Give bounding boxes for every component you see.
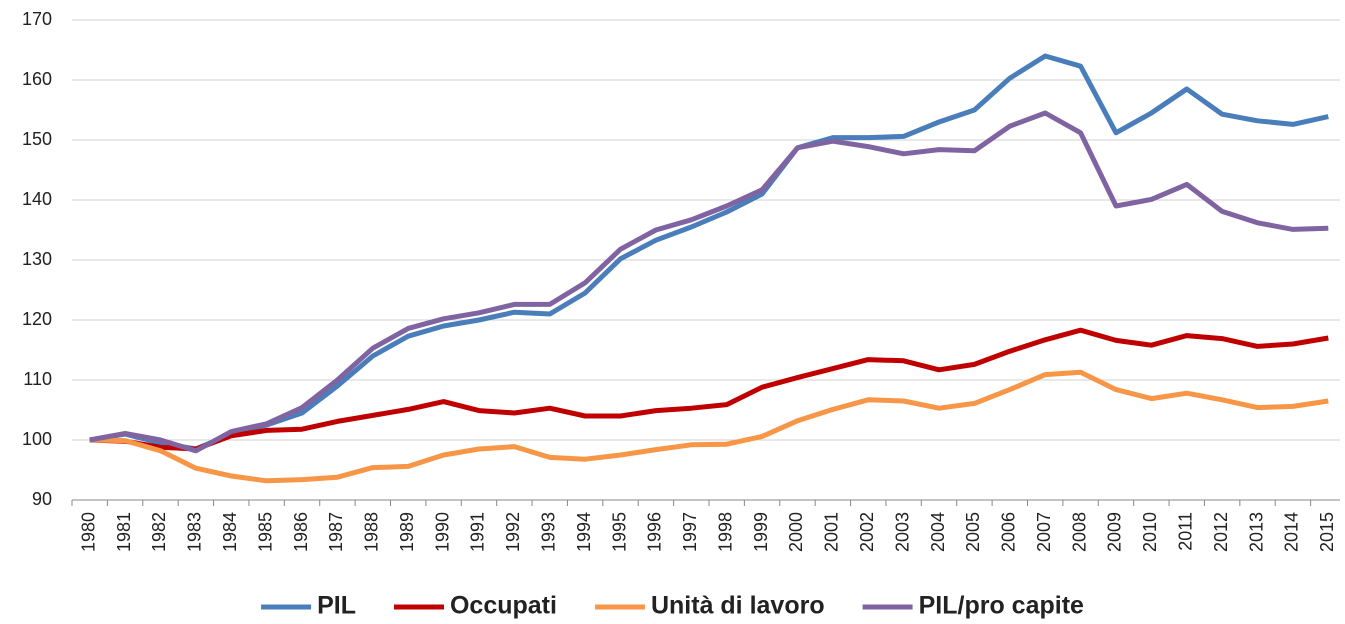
x-tick-label: 2015	[1317, 512, 1337, 552]
x-tick-label: 2002	[857, 512, 877, 552]
x-tick-label: 1985	[255, 512, 275, 552]
y-tick-label: 130	[22, 249, 52, 269]
series-line	[89, 327, 1329, 452]
x-tick-label: 1981	[114, 512, 134, 552]
y-tick-label: 100	[22, 429, 52, 449]
x-tick-label: 2005	[963, 512, 983, 552]
x-tick-label: 2008	[1069, 512, 1089, 552]
x-tick-label: 2003	[892, 512, 912, 552]
x-tick-label: 2011	[1176, 512, 1196, 551]
y-tick-label: 90	[32, 489, 52, 509]
x-tick-label: 1987	[326, 512, 346, 552]
x-tick-label: 1982	[149, 512, 169, 552]
x-tick-label: 1980	[78, 512, 98, 552]
x-tick-label: 2012	[1211, 512, 1231, 552]
x-tick-label: 2013	[1246, 512, 1266, 552]
x-tick-label: 2010	[1140, 512, 1160, 552]
legend-label: Occupati	[450, 592, 557, 620]
x-tick-label: 2014	[1282, 512, 1302, 552]
legend-label: PIL	[317, 592, 356, 620]
series-line	[89, 369, 1329, 484]
x-tick-label: 1986	[291, 512, 311, 552]
series-line	[89, 53, 1329, 452]
x-tick-label: 1993	[539, 512, 559, 552]
x-tick-label: 2007	[1034, 512, 1054, 552]
x-tick-label: 2009	[1105, 512, 1125, 552]
y-tick-label: 110	[23, 369, 52, 389]
y-tick-label: 140	[22, 189, 52, 209]
x-tick-label: 2006	[999, 512, 1019, 552]
legend-label: PIL/pro capite	[919, 592, 1084, 620]
x-tick-label: 1996	[645, 512, 665, 552]
x-tick-label: 1989	[397, 512, 417, 552]
y-tick-label: 170	[22, 9, 52, 29]
y-tick-label: 160	[22, 69, 52, 89]
x-tick-label: 1995	[609, 512, 629, 552]
x-tick-label: 2001	[822, 512, 842, 552]
y-tick-label: 120	[22, 309, 52, 329]
y-tick-label: 150	[22, 129, 52, 149]
x-tick-label: 1999	[751, 512, 771, 552]
x-tick-label: 1991	[468, 512, 488, 552]
x-tick-label: 1990	[432, 512, 452, 552]
legend-label: Unità di lavoro	[651, 592, 825, 620]
x-tick-label: 2000	[786, 512, 806, 552]
x-tick-label: 1984	[220, 512, 240, 552]
x-tick-label: 1998	[715, 512, 735, 552]
x-tick-label: 1992	[503, 512, 523, 552]
x-tick-label: 1994	[574, 512, 594, 552]
x-tick-label: 1988	[362, 512, 382, 552]
x-tick-label: 2004	[928, 512, 948, 552]
x-tick-label: 1983	[185, 512, 205, 552]
x-tick-label: 1997	[680, 512, 700, 552]
series-line	[89, 110, 1329, 454]
